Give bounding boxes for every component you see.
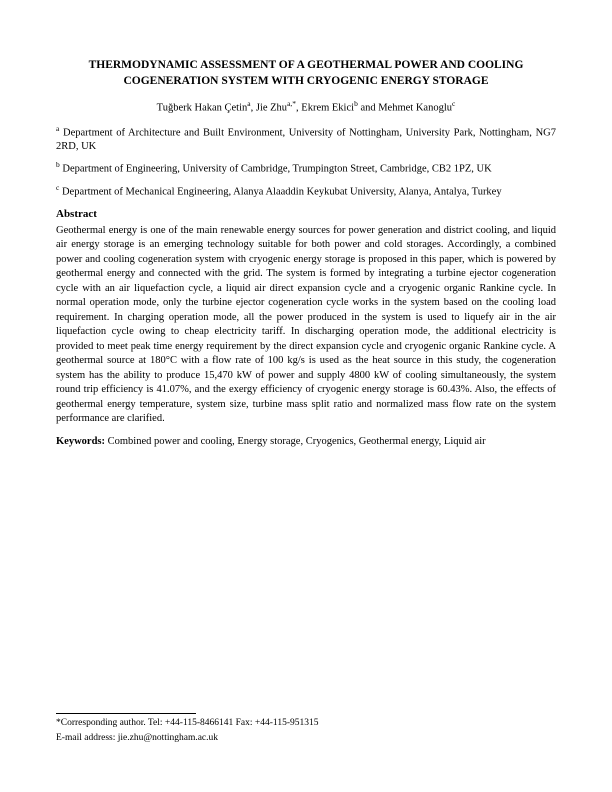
affiliations-block: a Department of Architecture and Built E…: [56, 124, 556, 200]
authors-line: Tuğberk Hakan Çetina, Jie Zhua,*, Ekrem …: [56, 99, 556, 114]
footnote-rule: [56, 713, 196, 714]
footnote-block: *Corresponding author. Tel: +44-115-8466…: [56, 716, 318, 746]
affiliation: b Department of Engineering, University …: [56, 160, 556, 177]
affiliation: a Department of Architecture and Built E…: [56, 124, 556, 155]
keywords-line: Keywords: Combined power and cooling, En…: [56, 435, 556, 449]
abstract-text: Geothermal energy is one of the main ren…: [56, 224, 556, 427]
affiliation: c Department of Mechanical Engineering, …: [56, 183, 556, 200]
keywords-text: Combined power and cooling, Energy stora…: [105, 436, 486, 447]
paper-title: THERMODYNAMIC ASSESSMENT OF A GEOTHERMAL…: [56, 58, 556, 89]
footnote-corresponding: *Corresponding author. Tel: +44-115-8466…: [56, 716, 318, 731]
keywords-label: Keywords:: [56, 436, 105, 447]
footnote-email: E-mail address: jie.zhu@nottingham.ac.uk: [56, 731, 318, 746]
abstract-heading: Abstract: [56, 208, 556, 220]
